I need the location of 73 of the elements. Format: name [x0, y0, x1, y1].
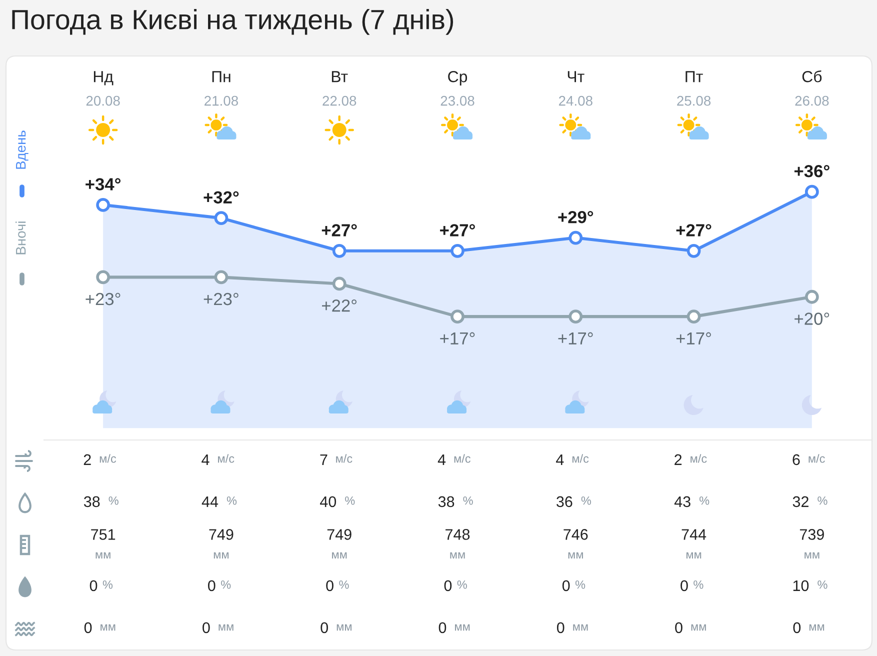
data-label: +29° [558, 210, 594, 224]
text: 0% [444, 580, 467, 592]
text: 4 м/с [556, 454, 589, 465]
text: 44% [202, 496, 237, 507]
point [96, 270, 110, 284]
data-label: +36° [794, 164, 830, 178]
text: 38% [84, 496, 118, 508]
chart-title: Погода в Києві на тиждень (7 днів) [12, 9, 454, 35]
data-label: +27° [440, 224, 475, 236]
text: 2 м/с [674, 454, 707, 465]
point [568, 230, 583, 245]
data-label: +22° [322, 299, 357, 312]
text: 0% [562, 580, 586, 592]
point [450, 244, 464, 258]
text: 0% [90, 580, 113, 592]
text: 0% [208, 580, 231, 592]
x-tick-label: Пн 21.08 [204, 71, 238, 106]
text: 0 мм [84, 622, 116, 634]
point [332, 244, 346, 258]
point [214, 211, 228, 226]
text: 4 м/с [438, 454, 470, 465]
point [804, 184, 819, 199]
data-label: +17° [558, 332, 593, 344]
data-label: +23° [86, 292, 120, 306]
data-label: +34° [86, 178, 121, 190]
x-tick-label: Сб 26.08 [795, 70, 829, 106]
text: 6 м/с [792, 454, 825, 466]
point [332, 276, 346, 291]
text: 32% [792, 496, 828, 508]
text: 0 мм [793, 622, 824, 634]
text: 10% [793, 580, 828, 592]
x-tick-label: Пт 25.08 [677, 71, 711, 106]
point [214, 270, 228, 284]
text: 0 мм [675, 622, 706, 634]
data-label: +27° [322, 224, 357, 236]
text: 43% [674, 496, 710, 508]
point [686, 310, 701, 324]
text: 40% [320, 496, 355, 508]
point [804, 290, 819, 304]
text: 739 мм [800, 529, 824, 559]
text: 0% [326, 580, 349, 592]
text: 0 мм [438, 622, 470, 634]
text: 749 мм [209, 529, 234, 559]
data-label: +32° [204, 191, 239, 204]
data-label: +20° [794, 312, 830, 325]
data-label: +23° [204, 292, 238, 306]
text: 0% [680, 580, 704, 592]
point [686, 244, 701, 258]
point [450, 310, 464, 324]
text: 36% [556, 496, 592, 508]
x-tick-label: Нд 20.08 [86, 71, 120, 106]
text: 744 мм [682, 529, 706, 559]
point [96, 198, 110, 212]
text: Вдень [16, 130, 28, 169]
text: 38% [438, 496, 473, 508]
text: 4 м/с [202, 454, 234, 465]
text: 746 мм [564, 529, 588, 559]
text: Вночі [16, 222, 26, 254]
x-tick-label: Вт 22.08 [322, 71, 356, 106]
text: 0 мм [202, 622, 234, 634]
text: 748 мм [446, 529, 470, 559]
text: 0 мм [556, 622, 588, 634]
text: 751 мм [91, 529, 116, 559]
text: 2 м/с [84, 454, 116, 465]
text: 749 мм [327, 529, 352, 559]
data-label: +17° [676, 332, 711, 344]
data-label: +17° [440, 332, 475, 344]
text: 0 мм [320, 622, 352, 634]
x-tick-label: Чт 24.08 [558, 71, 592, 106]
point [568, 310, 583, 324]
data-label: +27° [676, 224, 712, 236]
text: 7 м/с [320, 454, 352, 465]
x-tick-label: Ср 23.08 [440, 70, 474, 106]
